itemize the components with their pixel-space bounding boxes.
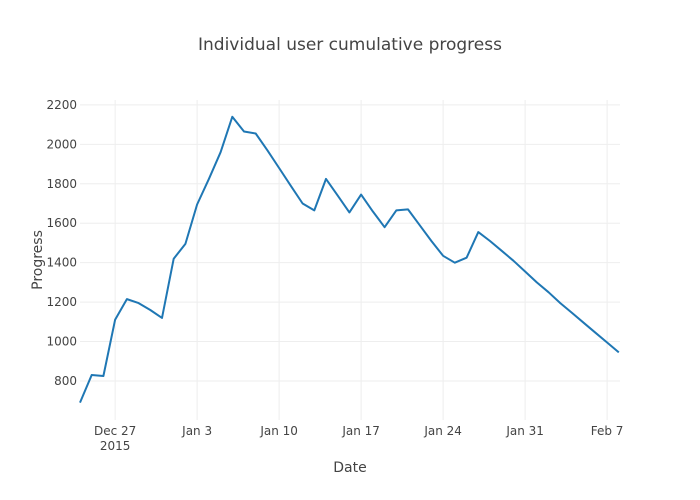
series-line-progress	[79, 115, 620, 403]
y-tick-label: 1000	[46, 335, 77, 349]
x-tick-sublabel: 2015	[100, 439, 131, 453]
y-tick-label: 1800	[46, 177, 77, 191]
chart-title: Individual user cumulative progress	[198, 35, 502, 55]
y-tick-label: 1400	[46, 256, 77, 270]
x-axis-label: Date	[333, 460, 366, 476]
x-tick-label: Jan 10	[259, 424, 298, 438]
y-axis-label: Progress	[30, 230, 46, 290]
grid	[80, 100, 620, 420]
y-axis-ticks: 800 1000 1200 1400 1600 1800 2000 2200	[46, 98, 77, 388]
y-tick-label: 800	[54, 374, 77, 388]
y-tick-label: 2000	[46, 137, 77, 151]
x-tick-label: Jan 17	[341, 424, 380, 438]
x-tick-label: Jan 3	[181, 424, 212, 438]
y-tick-label: 2200	[46, 98, 77, 112]
x-tick-label: Feb 7	[591, 424, 624, 438]
x-tick-label: Jan 24	[423, 424, 462, 438]
x-tick-label: Jan 31	[505, 424, 544, 438]
y-tick-label: 1200	[46, 295, 77, 309]
y-tick-label: 1600	[46, 216, 77, 230]
x-tick-label: Dec 27	[94, 424, 136, 438]
